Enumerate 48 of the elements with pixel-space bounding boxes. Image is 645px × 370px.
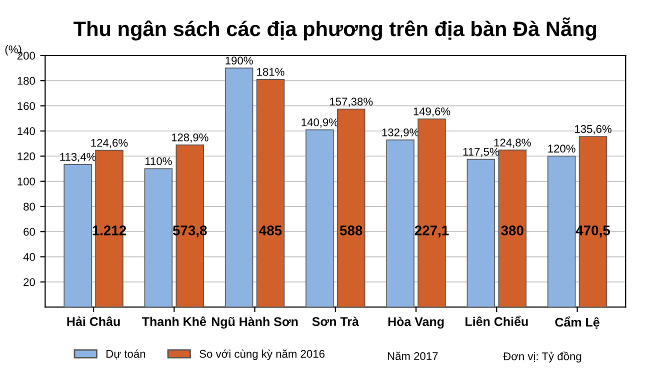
bar (498, 150, 526, 308)
bar (466, 158, 496, 308)
text: Đơn vị: Tỷ đồng (503, 352, 582, 362)
data-label: 181% (257, 68, 284, 76)
y-tick-label: 40 (23, 253, 35, 261)
x-tick-label: Hải Châu (67, 316, 120, 326)
x-tick-label: Hòa Vang (388, 316, 444, 329)
x-tick-label: Ngũ Hành Sơn (212, 316, 298, 329)
data-label: 135,6% (575, 125, 612, 134)
data-label: 117,5% (463, 148, 499, 158)
annotation: 380 (501, 226, 524, 236)
bar (256, 78, 285, 308)
bar (144, 168, 173, 308)
bar (306, 129, 334, 308)
bar (336, 108, 366, 308)
annotation: 485 (259, 226, 282, 236)
bar (224, 68, 254, 308)
y-tick-label: 140 (18, 127, 35, 136)
y-tick-label: 120 (18, 152, 35, 160)
text: Năm 2017 (388, 352, 438, 360)
data-label: 124,6% (91, 138, 128, 148)
data-label: 190% (226, 56, 253, 64)
bar (547, 156, 576, 308)
data-label: 124,8% (494, 138, 531, 148)
data-label: 128,9% (172, 133, 208, 143)
y-tick-label: 20 (24, 278, 35, 286)
data-label: 110% (145, 157, 172, 166)
y-tick-label: 100 (18, 178, 35, 186)
y-tick-label: 160 (18, 102, 35, 110)
x-tick-label: Thanh Khê (142, 316, 206, 326)
data-label: 120% (548, 144, 576, 153)
annotation: 588 (340, 226, 362, 236)
chart-title: Thu ngân sách các địa phương trên địa bàn Đà Nẵng (74, 17, 596, 40)
x-tick-label: Cẩm Lệ (555, 316, 600, 329)
data-label: 157,38% (330, 98, 373, 107)
data-label: 149,6% (414, 107, 450, 117)
legend-label: Dự toán (106, 350, 146, 360)
bar (64, 164, 92, 308)
y-tick-label: 80 (24, 202, 35, 211)
data-label: 113,4% (60, 152, 96, 162)
x-tick-label: Sơn Trà (312, 316, 359, 326)
bar (386, 139, 414, 308)
data-label: 140,9% (302, 118, 338, 128)
data-label: 132,9% (382, 128, 419, 138)
y-tick-label: 180 (18, 76, 35, 85)
x-tick-label: Liên Chiểu (466, 316, 528, 326)
y-tick-label: 60 (24, 228, 35, 236)
legend-label: So với cùng kỳ năm 2016 (200, 350, 324, 360)
